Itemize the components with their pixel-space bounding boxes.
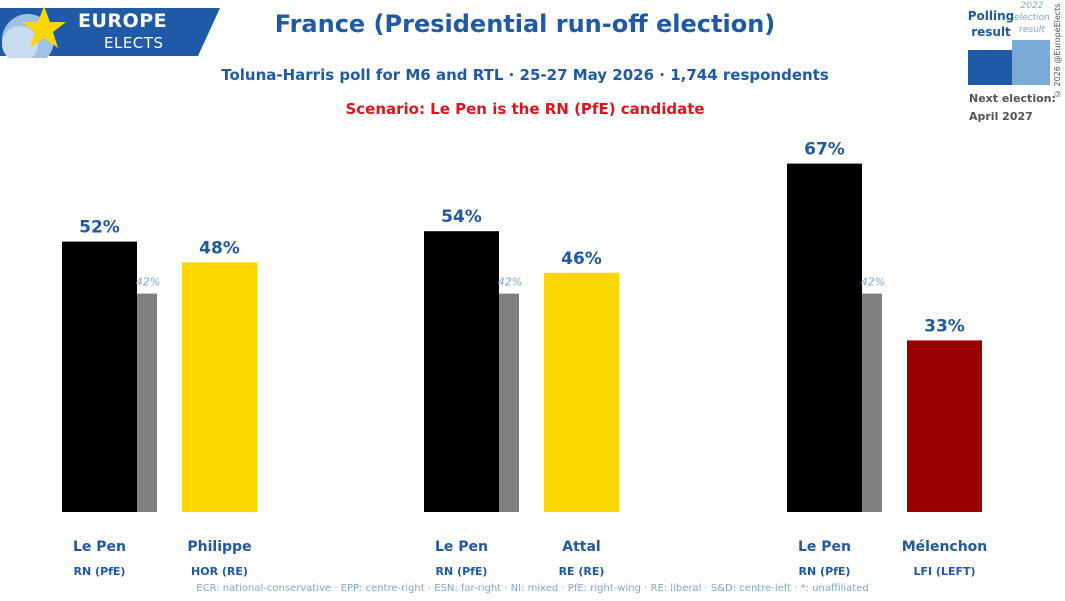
candidate-name-3-2: Mélenchon [902,539,988,555]
party-footnote: ECR: national-conservative · EPP: centre… [196,583,869,594]
previous-label-2-1: 42% [498,276,522,289]
bar-2-2 [544,272,619,512]
candidate-party-3-2: LFI (LEFT) [913,565,975,578]
legend-swatch-previous [1012,40,1050,85]
bar-1-1 [62,241,137,512]
candidate-party-1-2: HOR (RE) [191,565,248,578]
europe-elects-logo: EUROPE ELECTS [0,0,222,66]
next-election-label: Next election: [969,92,1056,105]
scenario-label: Scenario: Le Pen is the RN (PfE) candida… [345,100,705,118]
next-election-date: April 2027 [969,110,1033,123]
value-label-3-2: 33% [924,316,965,336]
candidate-party-3-1: RN (PfE) [799,565,851,578]
previous-label-1-1: 42% [136,276,160,289]
legend: Polling result 2022 election result [960,0,1060,130]
value-label-1-1: 52% [79,218,120,238]
candidate-party-1-1: RN (PfE) [74,565,126,578]
candidate-party-2-1: RN (PfE) [436,565,488,578]
bar-1-2 [182,262,257,512]
value-label-1-2: 48% [199,238,240,258]
value-label-2-1: 54% [441,207,482,227]
chart-title: France (Presidential run-off election) [274,10,776,38]
legend-previous-label: 2022 election result [1014,1,1050,35]
value-label-3-1: 67% [804,140,845,160]
chart-subtitle: Toluna-Harris poll for M6 and RTL · 25-2… [221,66,829,84]
logo-text-europe: EUROPE [78,10,168,32]
previous-bar-3-1 [862,293,882,512]
logo-text-elects: ELECTS [104,34,164,52]
bar-3-2 [907,340,982,512]
candidate-party-2-2: RE (RE) [559,565,605,578]
candidate-name-2-2: Attal [562,539,600,555]
previous-bar-2-1 [499,293,519,512]
value-label-2-2: 46% [561,249,602,269]
candidate-name-1-2: Philippe [187,539,251,555]
previous-label-3-1: 42% [861,276,885,289]
previous-bar-1-1 [137,293,157,512]
bar-2-1 [424,231,499,512]
bar-3-1 [787,163,862,512]
candidate-name-1-1: Le Pen [73,539,126,555]
candidate-name-3-1: Le Pen [798,539,851,555]
legend-swatch-polling [968,50,1012,85]
star-icon [22,6,66,48]
logo-background [0,6,220,66]
legend-polling-label: Polling result [967,9,1015,39]
candidate-name-2-1: Le Pen [435,539,488,555]
